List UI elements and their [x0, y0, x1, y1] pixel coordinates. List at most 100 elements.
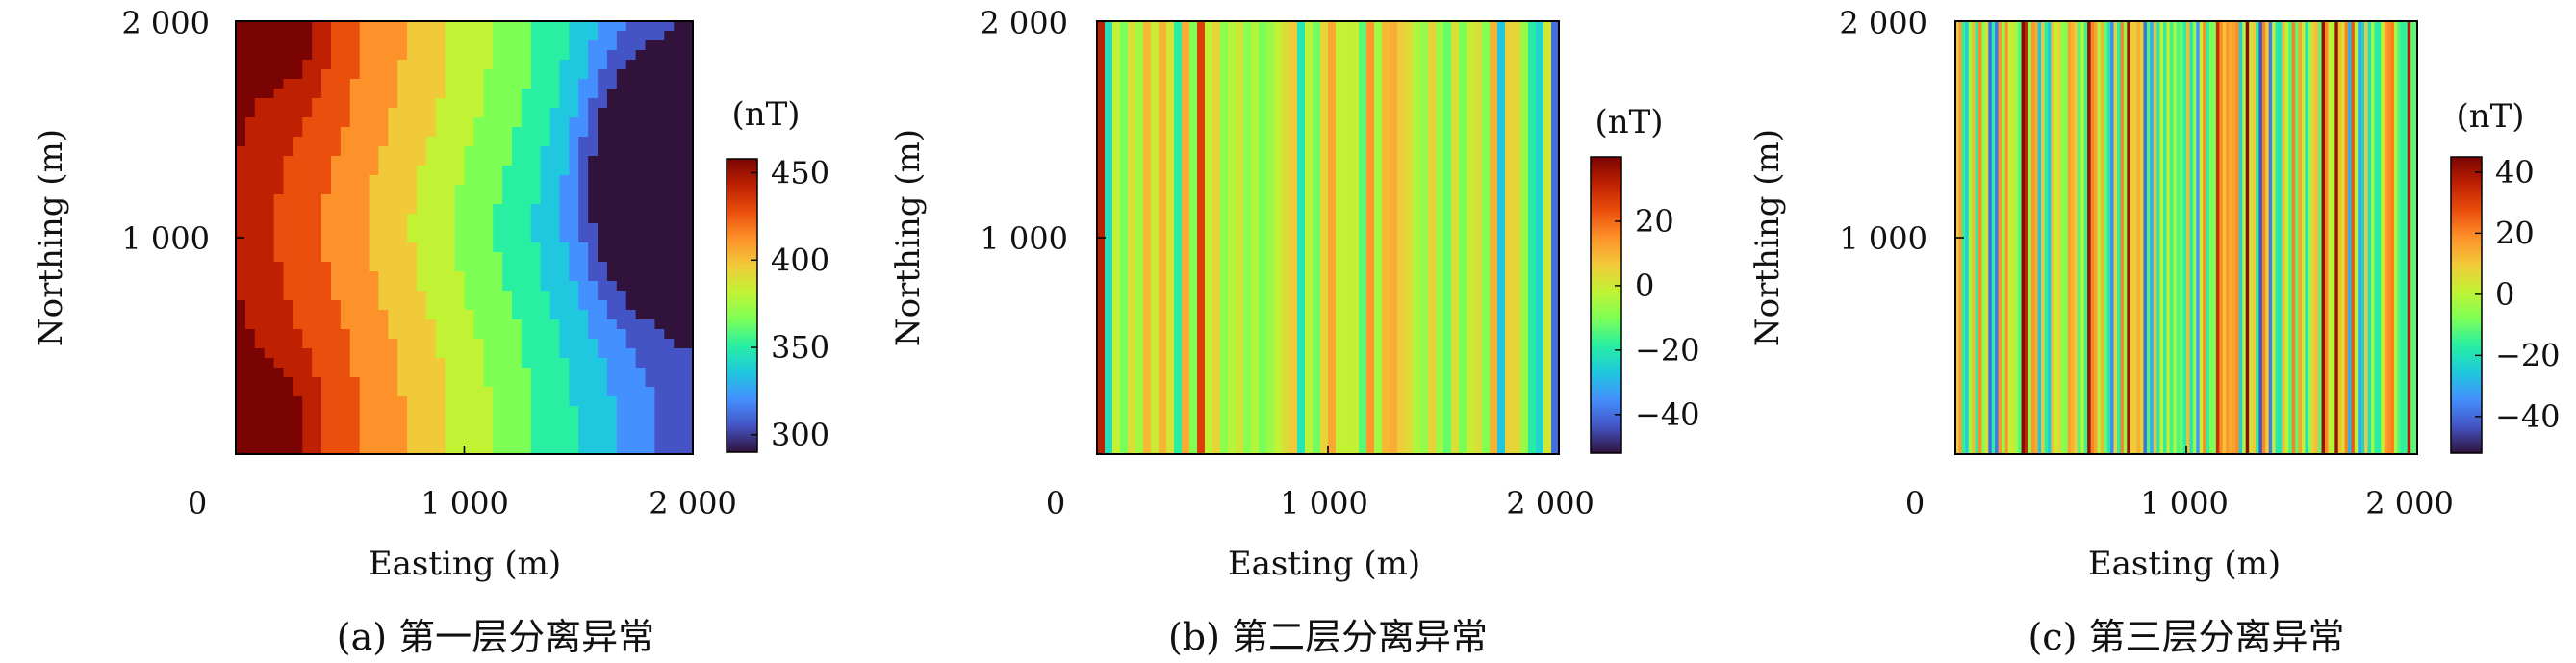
- heatmap-cell: [502, 358, 513, 369]
- heatmap-cell: [264, 194, 275, 205]
- heatmap-cell: [598, 435, 608, 446]
- heatmap-cell: [264, 281, 275, 292]
- heatmap-cell: [464, 377, 474, 388]
- heatmap-cell: [369, 233, 380, 243]
- heatmap-cell: [530, 146, 542, 157]
- heatmap-cell: [388, 271, 398, 282]
- heatmap-cell: [683, 60, 694, 70]
- heatmap-cell: [464, 127, 474, 138]
- heatmap-cell: [473, 339, 484, 349]
- heatmap-cell: [559, 377, 570, 388]
- heatmap-cell: [511, 348, 523, 359]
- heatmap-cell: [559, 127, 570, 138]
- heatmap-cell: [340, 300, 351, 311]
- heatmap-cell: [569, 435, 579, 446]
- heatmap-cell: [236, 358, 246, 369]
- heatmap-cell: [397, 406, 408, 417]
- heatmap-cell: [502, 223, 513, 234]
- heatmap-cell: [625, 117, 637, 128]
- heatmap-stripe: [2060, 21, 2065, 454]
- heatmap-cell: [435, 387, 446, 397]
- heatmap-cell: [283, 127, 293, 138]
- heatmap-cell: [616, 146, 627, 157]
- heatmap-cell: [540, 194, 551, 205]
- heatmap-cell: [549, 406, 561, 417]
- heatmap-cell: [493, 214, 503, 224]
- heatmap-cell: [349, 416, 361, 426]
- heatmap-cell: [559, 281, 570, 292]
- heatmap-cell: [588, 204, 599, 215]
- heatmap-cell: [674, 194, 684, 205]
- heatmap-cell: [598, 40, 608, 51]
- heatmap-cell: [283, 435, 293, 446]
- heatmap-cell: [483, 89, 494, 99]
- heatmap-cell: [549, 194, 561, 205]
- heatmap-cell: [254, 156, 266, 166]
- heatmap-cell: [349, 387, 361, 397]
- heatmap-cell: [598, 204, 608, 215]
- heatmap-cell: [302, 108, 313, 118]
- heatmap-stripe: [2334, 21, 2339, 454]
- heatmap-cell: [559, 406, 570, 417]
- heatmap-cell: [493, 281, 503, 292]
- heatmap-cell: [283, 387, 293, 397]
- heatmap-cell: [254, 223, 266, 234]
- heatmap-cell: [635, 348, 647, 359]
- heatmap-cell: [330, 387, 342, 397]
- heatmap-cell: [397, 98, 408, 109]
- heatmap-cell: [493, 137, 503, 147]
- heatmap-cell: [493, 300, 503, 311]
- heatmap-cell: [378, 271, 389, 282]
- heatmap-area-c: [1955, 21, 2418, 454]
- heatmap-cell: [635, 406, 647, 417]
- heatmap-cell: [464, 416, 474, 426]
- heatmap-cell: [321, 425, 332, 436]
- heatmap-cell: [369, 69, 380, 80]
- heatmap-cell: [340, 156, 351, 166]
- heatmap-cell: [625, 21, 637, 32]
- heatmap-cell: [407, 40, 418, 51]
- heatmap-cell: [454, 339, 466, 349]
- heatmap-cell: [654, 242, 665, 253]
- heatmap-cell: [369, 89, 380, 99]
- heatmap-cell: [369, 319, 380, 330]
- heatmap-cell: [464, 31, 474, 41]
- heatmap-cell: [635, 281, 647, 292]
- heatmap-cell: [540, 117, 551, 128]
- heatmap-cell: [293, 271, 303, 282]
- heatmap-cell: [407, 262, 418, 272]
- heatmap-cell: [664, 435, 675, 446]
- heatmap-cell: [369, 329, 380, 340]
- heatmap-cell: [349, 358, 361, 369]
- heatmap-cell: [312, 156, 322, 166]
- heatmap-cell: [378, 435, 389, 446]
- heatmap-cell: [388, 89, 398, 99]
- heatmap-cell: [511, 242, 523, 253]
- heatmap-cell: [464, 252, 474, 263]
- heatmap-cell: [244, 185, 256, 195]
- heatmap-stripe: [1505, 21, 1514, 454]
- heatmap-cell: [530, 137, 542, 147]
- heatmap-cell: [654, 319, 665, 330]
- heatmap-cell: [397, 108, 408, 118]
- heatmap-cell: [645, 89, 656, 99]
- heatmap-cell: [349, 339, 361, 349]
- colorbar-tick-label: 40: [2495, 154, 2535, 191]
- heatmap-cell: [664, 425, 675, 436]
- heatmap-cell: [530, 271, 542, 282]
- heatmap-stripe: [2180, 21, 2184, 454]
- heatmap-cell: [445, 319, 456, 330]
- heatmap-cell: [312, 60, 322, 70]
- colorbar-tick-label: 350: [771, 329, 829, 366]
- heatmap-stripe: [1166, 21, 1175, 454]
- heatmap-cell: [521, 204, 532, 215]
- heatmap-cell: [549, 329, 561, 340]
- heatmap-cell: [283, 242, 293, 253]
- heatmap-cell: [464, 108, 474, 118]
- heatmap-cell: [349, 108, 361, 118]
- heatmap-cell: [578, 358, 589, 369]
- heatmap-cell: [340, 31, 351, 41]
- heatmap-cell: [606, 108, 618, 118]
- heatmap-cell: [683, 40, 694, 51]
